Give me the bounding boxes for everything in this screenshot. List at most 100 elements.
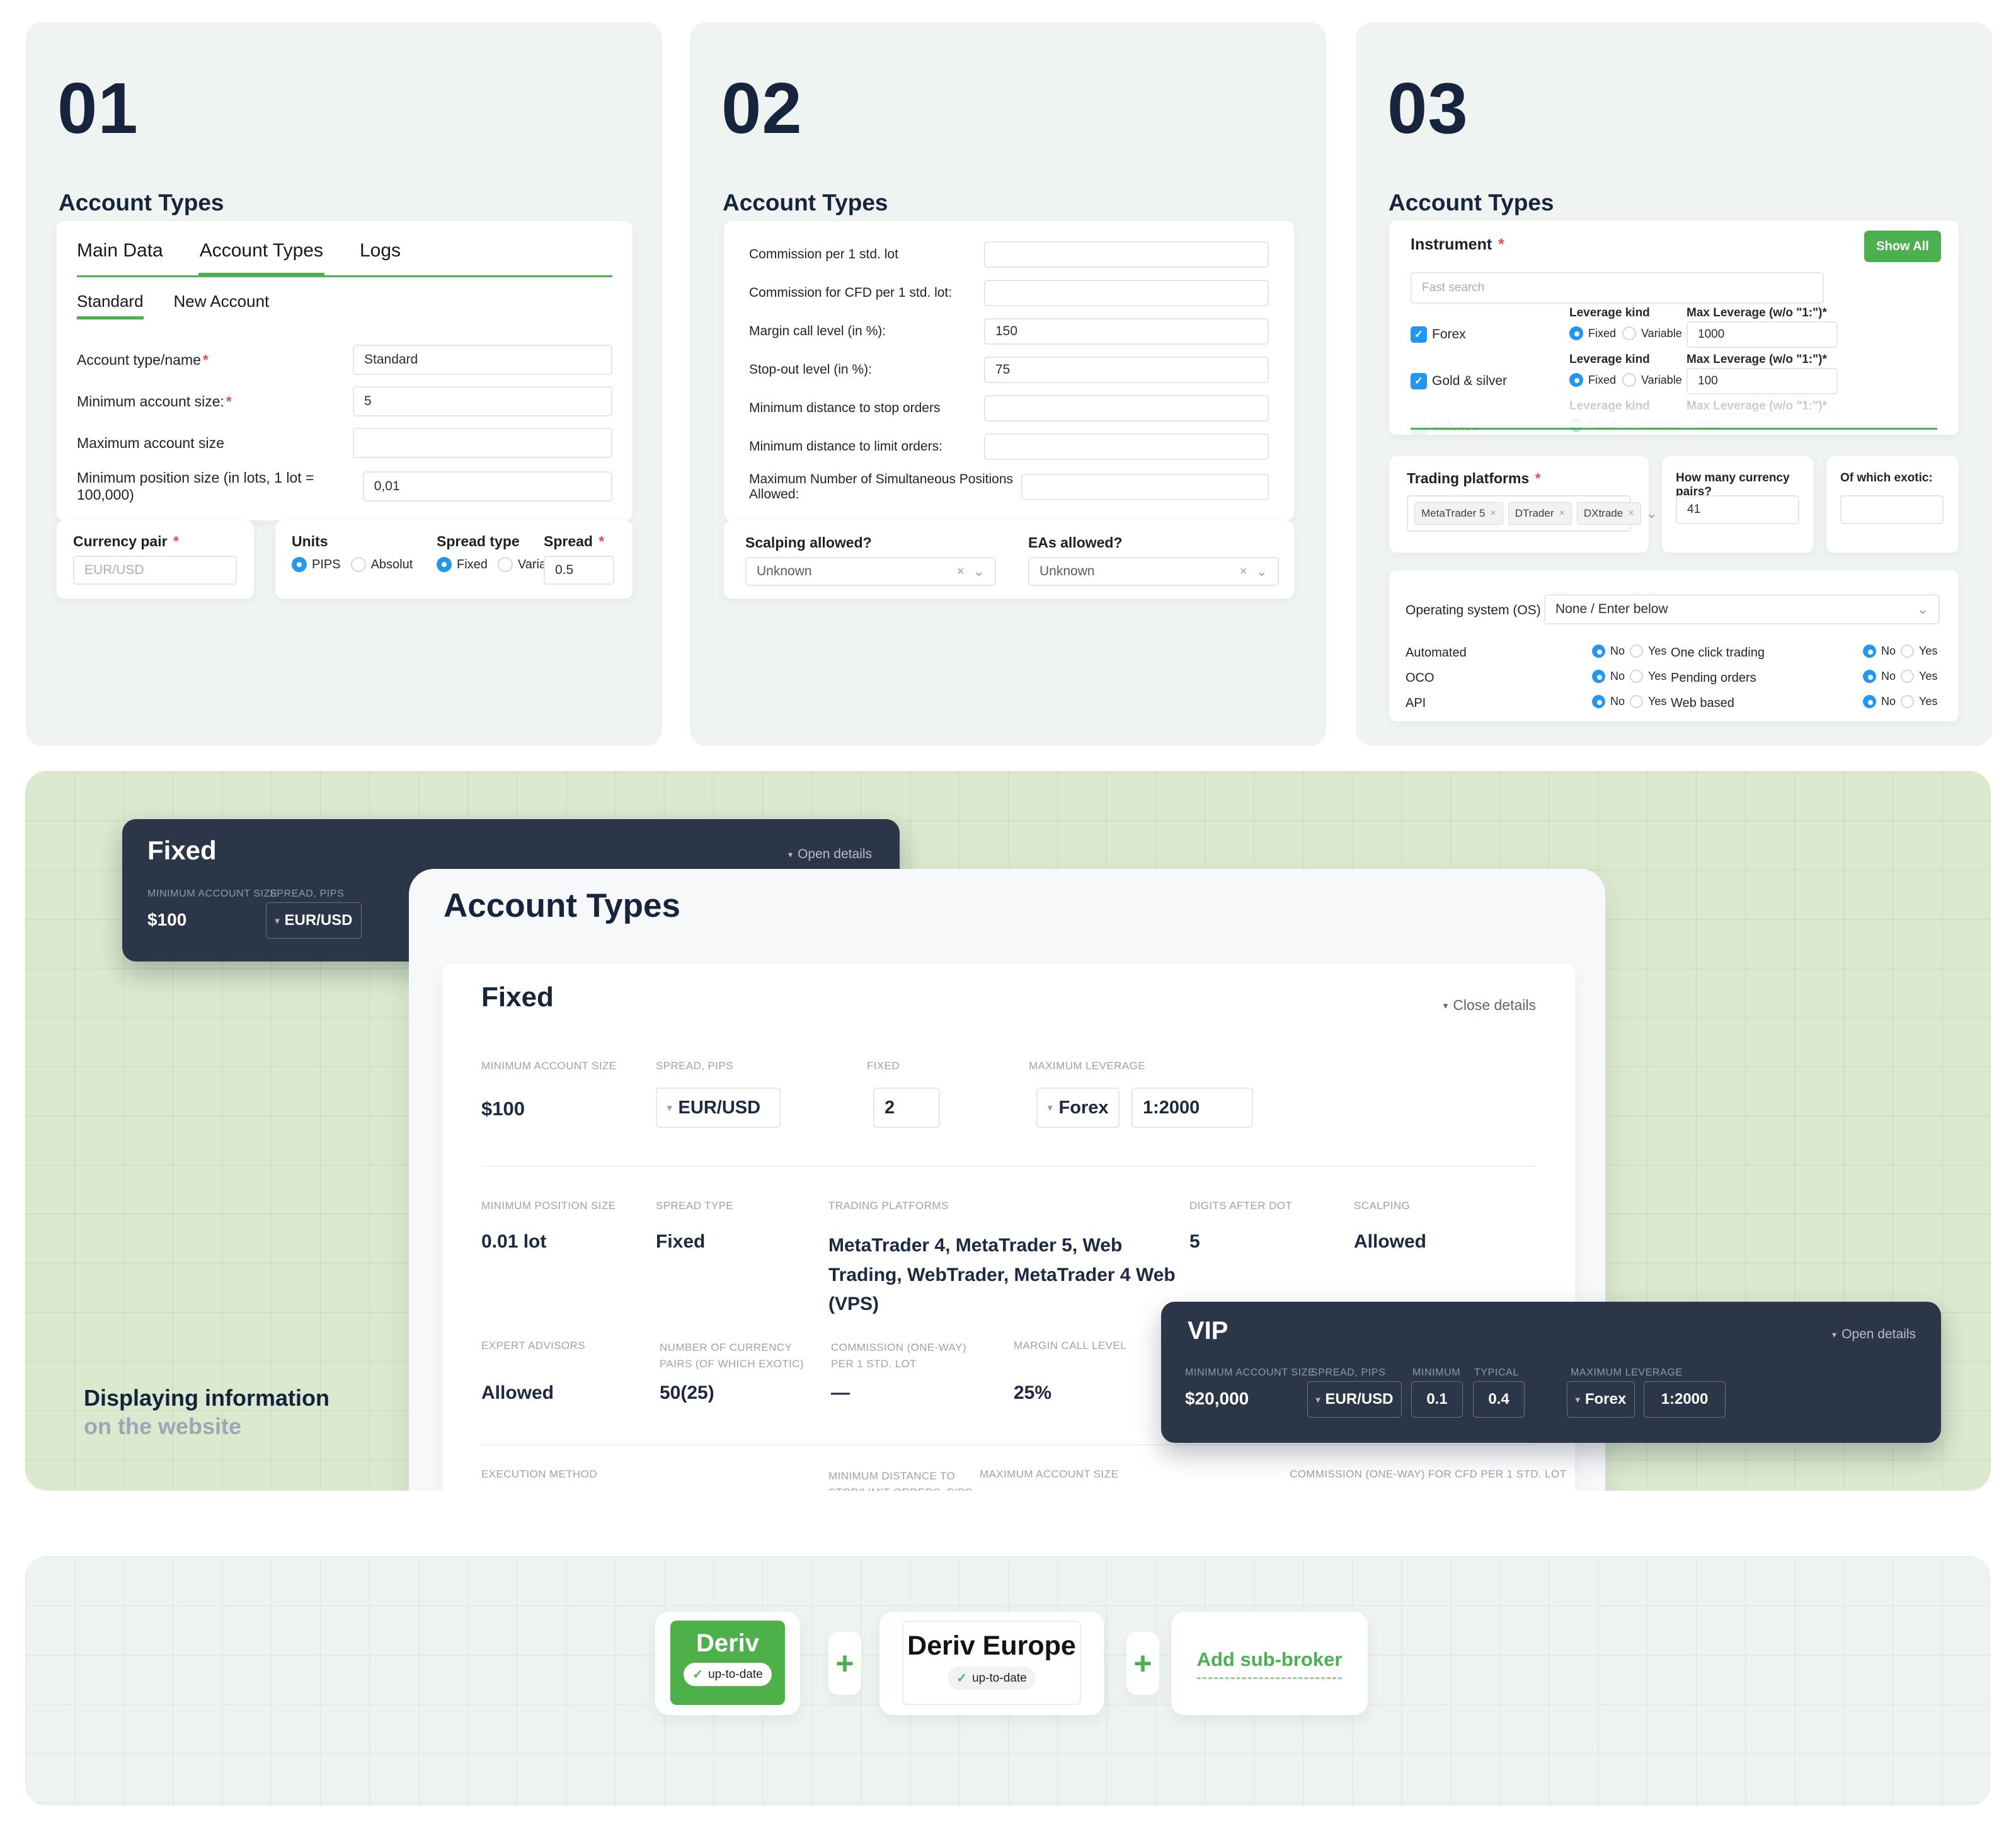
- typical-spread-input[interactable]: 0.4: [1473, 1381, 1525, 1418]
- caption-line-1: Displaying information: [84, 1385, 330, 1411]
- spread-input[interactable]: [544, 556, 614, 585]
- platform-chip[interactable]: DXtrade ×: [1576, 502, 1641, 525]
- platform-chip[interactable]: DTrader ×: [1508, 502, 1572, 525]
- radio-fixed[interactable]: [437, 557, 452, 572]
- tab-logs[interactable]: Logs: [359, 240, 401, 261]
- platform-chip[interactable]: MetaTrader 5 ×: [1414, 502, 1503, 525]
- radio-pending-no[interactable]: [1863, 670, 1876, 683]
- commission-std-lot-input[interactable]: [984, 241, 1269, 268]
- chevron-down-icon[interactable]: ⌄: [1646, 505, 1658, 521]
- field-label: Account type/name *: [77, 351, 209, 368]
- form-row: Minimum account size: *: [77, 386, 612, 416]
- minimum-spread-input[interactable]: 0.1: [1411, 1381, 1463, 1418]
- radio-one-click-no[interactable]: [1863, 645, 1876, 658]
- radio-automated-yes[interactable]: [1630, 645, 1644, 658]
- add-sub-broker-button[interactable]: Add sub-broker: [1196, 1648, 1343, 1679]
- gold-max-leverage-input[interactable]: [1687, 368, 1838, 394]
- radio-no-label: No: [1610, 645, 1625, 657]
- radio-oco-yes[interactable]: [1630, 670, 1644, 683]
- subtab-new-account[interactable]: New Account: [173, 292, 270, 311]
- min-distance-stop-orders-input[interactable]: [984, 395, 1269, 422]
- radio-web-based-yes[interactable]: [1901, 695, 1915, 708]
- radio-gold-variable[interactable]: [1622, 373, 1637, 387]
- caption-line-2: on the website: [84, 1413, 242, 1439]
- checkbox-gold-silver[interactable]: ✓: [1411, 373, 1427, 389]
- radio-api-yes[interactable]: [1630, 695, 1644, 708]
- feature-one-click-label: One click trading: [1671, 646, 1765, 660]
- tab-account-types[interactable]: Account Types: [198, 240, 325, 277]
- instrument-search-input[interactable]: [1411, 272, 1824, 304]
- chevron-down-icon[interactable]: ⌄: [1256, 563, 1268, 579]
- leverage-instrument-select[interactable]: ▾ Forex: [1036, 1088, 1120, 1128]
- open-details-toggle[interactable]: ▾ Open details: [788, 847, 872, 861]
- add-sub-broker-card[interactable]: Add sub-broker: [1171, 1612, 1368, 1715]
- chevron-down-icon: ▾: [1048, 1103, 1053, 1113]
- radio-api-no[interactable]: [1592, 695, 1605, 708]
- margin-call-level-input[interactable]: [984, 318, 1269, 345]
- radio-gold-fixed[interactable]: [1569, 373, 1583, 387]
- radio-forex-fixed[interactable]: [1569, 326, 1583, 340]
- spread-pair-select[interactable]: ▾ EUR/USD: [656, 1088, 781, 1128]
- field-label: Commission per 1 std. lot: [749, 247, 898, 261]
- commission-cfd-input[interactable]: [984, 280, 1269, 306]
- minimum-position-size-input[interactable]: [362, 471, 612, 502]
- max-simultaneous-positions-input[interactable]: [1021, 474, 1269, 500]
- radio-variable[interactable]: [497, 557, 513, 572]
- account-type-name-input[interactable]: [353, 345, 612, 375]
- radio-absolut[interactable]: [350, 557, 366, 572]
- subtab-standard[interactable]: Standard: [77, 292, 144, 319]
- leverage-value-input[interactable]: 1:2000: [1131, 1088, 1253, 1128]
- broker-tile-deriv[interactable]: Deriv ✓ up-to-date: [670, 1621, 785, 1705]
- radio-oco-no[interactable]: [1592, 670, 1605, 683]
- fixed-spread-input[interactable]: 2: [873, 1088, 940, 1128]
- clear-icon[interactable]: ×: [1239, 564, 1247, 578]
- radio-absolut-label: Absolut: [370, 557, 413, 571]
- leverage-value-input[interactable]: 1:2000: [1644, 1381, 1726, 1418]
- tab-main-data[interactable]: Main Data: [77, 240, 163, 261]
- spread-pair-select[interactable]: ▾ EUR/USD: [266, 902, 362, 939]
- panel-number: 03: [1387, 69, 1469, 149]
- forex-max-leverage-input[interactable]: [1687, 321, 1838, 348]
- currency-pairs-input[interactable]: [1676, 495, 1799, 524]
- min-distance-limit-orders-input[interactable]: [984, 433, 1269, 460]
- max-leverage-label: Max Leverage (w/o "1:")*: [1687, 353, 1827, 366]
- spread-pair-select[interactable]: ▾ EUR/USD: [1307, 1381, 1402, 1418]
- spread-label: Spread *: [544, 533, 605, 549]
- remove-chip-icon[interactable]: ×: [1559, 508, 1565, 519]
- trading-platforms-select[interactable]: MetaTrader 5 × DTrader × DXtrade × ⌄: [1407, 495, 1658, 532]
- open-details-toggle[interactable]: ▾ Open details: [1832, 1327, 1916, 1341]
- clear-icon[interactable]: ×: [956, 564, 965, 578]
- stop-out-level-input[interactable]: [984, 357, 1269, 383]
- radio-web-based-no[interactable]: [1863, 695, 1876, 708]
- exotic-input[interactable]: [1840, 495, 1944, 524]
- min-account-size-label: MINIMUM ACCOUNT SIZE: [1185, 1367, 1315, 1378]
- radio-forex-variable[interactable]: [1622, 326, 1637, 340]
- chevron-down-icon[interactable]: ⌄: [973, 563, 985, 579]
- radio-yes-label: Yes: [1919, 695, 1938, 708]
- radio-automated-no[interactable]: [1592, 645, 1605, 658]
- operating-system-select[interactable]: None / Enter below ⌄: [1544, 594, 1940, 624]
- currency-pair-input[interactable]: EUR/USD: [73, 556, 237, 585]
- card-title: VIP: [1188, 1317, 1228, 1345]
- checkbox-forex[interactable]: ✓: [1411, 326, 1427, 343]
- radio-one-click-yes[interactable]: [1901, 645, 1915, 658]
- radio-pending-yes[interactable]: [1901, 670, 1915, 683]
- radio-fixed-label: Fixed: [1588, 326, 1617, 340]
- radio-fixed-label: Fixed: [457, 557, 488, 571]
- detail-label: SPREAD TYPE: [656, 1200, 734, 1212]
- minimum-account-size-input[interactable]: [353, 386, 612, 416]
- radio-pips[interactable]: [292, 557, 307, 572]
- scalping-allowed-select[interactable]: Unknown × ⌄: [745, 557, 996, 586]
- leverage-instrument-select[interactable]: ▾ Forex: [1567, 1381, 1635, 1418]
- remove-chip-icon[interactable]: ×: [1490, 508, 1496, 519]
- remove-chip-icon[interactable]: ×: [1628, 508, 1634, 519]
- close-details-toggle[interactable]: ▾ Close details: [1443, 997, 1536, 1013]
- account-types-detail-panel: Account Types Fixed ▾ Close details MINI…: [409, 869, 1605, 1491]
- show-all-button[interactable]: Show All: [1864, 231, 1941, 262]
- eas-allowed-select[interactable]: Unknown × ⌄: [1028, 557, 1279, 586]
- instrument-gold-silver-label: Gold & silver: [1432, 374, 1508, 388]
- chevron-down-icon[interactable]: ⌄: [1916, 601, 1928, 617]
- broker-tile-deriv-europe[interactable]: Deriv Europe ✓ up-to-date: [902, 1621, 1081, 1705]
- maximum-account-size-input[interactable]: [353, 428, 612, 458]
- detail-label: SPREAD, PIPS: [656, 1060, 733, 1072]
